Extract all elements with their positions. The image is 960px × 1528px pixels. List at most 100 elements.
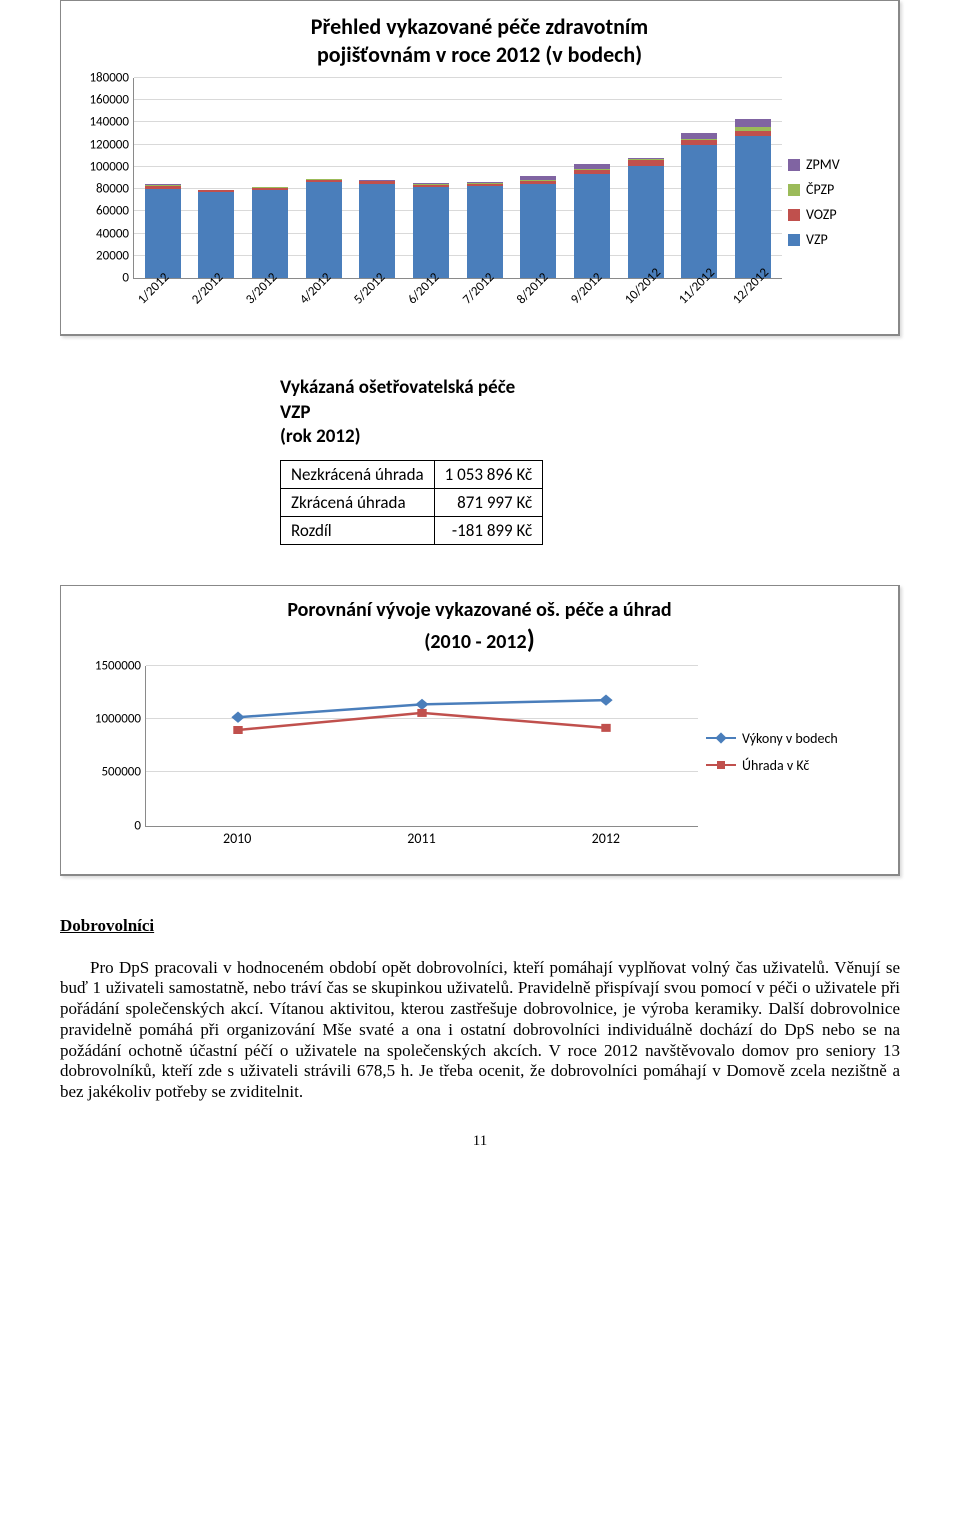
line-chart-frame: Porovnání vývoje vykazované oš. péče a ú… — [60, 585, 900, 876]
legend-item-vzp: VZP — [788, 231, 878, 248]
vzp-summary-title: Vykázaná ošetřovatelská péče VZP (rok 20… — [280, 376, 900, 450]
vzp-summary-table: Nezkrácená úhrada1 053 896 KčZkrácená úh… — [280, 460, 543, 545]
bar-segment-vzp — [574, 174, 610, 278]
bar-y-tick: 180000 — [89, 71, 129, 86]
line-x-label: 2010 — [223, 830, 251, 847]
line-marker — [601, 723, 610, 731]
bar-segment-zpmv — [735, 119, 771, 128]
bar-y-tick: 80000 — [96, 182, 129, 197]
line-legend-label: Úhrada v Kč — [742, 757, 809, 774]
bar-y-tick: 60000 — [96, 204, 129, 219]
bar — [574, 164, 610, 278]
bar — [198, 190, 234, 278]
bar-segment-vzp — [413, 187, 449, 278]
bar-segment-vzp — [467, 186, 503, 278]
bar — [735, 119, 771, 278]
line-legend-item: Úhrada v Kč — [706, 757, 876, 774]
line-y-tick: 1500000 — [95, 658, 141, 673]
bar-title-line1: Přehled vykazované péče zdravotním — [311, 13, 648, 40]
bar — [252, 187, 288, 278]
bar-segment-vzp — [681, 145, 717, 278]
bar-x-label: 8/2012 — [514, 271, 573, 330]
legend-swatch — [788, 159, 800, 171]
bar-y-tick: 100000 — [89, 159, 129, 174]
bar-x-label: 2/2012 — [189, 271, 248, 330]
line-legend-item: Výkony v bodech — [706, 730, 876, 747]
bar-x-label: 12/2012 — [730, 271, 789, 330]
line-legend-label: Výkony v bodech — [742, 730, 838, 747]
line-chart-legend: Výkony v bodech Úhrada v Kč — [698, 716, 884, 788]
table-cell: Rozdíl — [281, 517, 435, 545]
bar — [145, 184, 181, 278]
bar-chart-plot: 1800001600001400001200001000008000060000… — [75, 78, 782, 326]
line-x-label: 2012 — [592, 830, 620, 847]
legend-swatch — [788, 209, 800, 221]
body-paragraph-text: Pro DpS pracovali v hodnoceném období op… — [60, 958, 900, 1103]
bar-x-label: 5/2012 — [351, 271, 410, 330]
legend-item-čpzp: ČPZP — [788, 181, 878, 198]
bar-y-tick: 20000 — [96, 248, 129, 263]
bar-x-label: 11/2012 — [676, 271, 735, 330]
bar-segment-vzp — [306, 182, 342, 278]
table-cell: -181 899 Kč — [434, 517, 543, 545]
bar — [681, 133, 717, 278]
line-marker — [415, 698, 428, 709]
vzp-title-line2: VZP — [280, 401, 310, 424]
bar-segment-vzp — [359, 184, 395, 278]
vzp-title-line1: Vykázaná ošetřovatelská péče — [280, 376, 515, 399]
bar — [306, 179, 342, 278]
line-marker — [599, 694, 612, 705]
legend-label: VZP — [806, 231, 828, 248]
section-heading-dobrovolnici: Dobrovolníci — [60, 916, 900, 936]
line-y-tick: 1000000 — [95, 711, 141, 726]
table-row: Nezkrácená úhrada1 053 896 Kč — [281, 461, 543, 489]
legend-item-zpmv: ZPMV — [788, 156, 878, 173]
bar-y-tick: 140000 — [89, 115, 129, 130]
line-legend-swatch — [706, 758, 736, 772]
bar-segment-vzp — [628, 166, 664, 278]
bar — [413, 183, 449, 278]
bar-x-label: 3/2012 — [243, 271, 302, 330]
body-paragraph: Pro DpS pracovali v hodnoceném období op… — [60, 958, 900, 1103]
bar — [359, 180, 395, 278]
table-cell: Nezkrácená úhrada — [281, 461, 435, 489]
legend-item-vozp: VOZP — [788, 206, 878, 223]
bar-x-label: 9/2012 — [568, 271, 627, 330]
bar-x-label: 1/2012 — [135, 271, 194, 330]
bar — [467, 182, 503, 278]
bar-y-tick: 40000 — [96, 226, 129, 241]
table-row: Rozdíl-181 899 Kč — [281, 517, 543, 545]
line-legend-swatch — [706, 731, 736, 745]
bar-chart-legend: ZPMV ČPZP VOZP VZP — [782, 144, 884, 260]
bar — [628, 158, 664, 278]
page-number: 11 — [60, 1133, 900, 1150]
vzp-summary-block: Vykázaná ošetřovatelská péče VZP (rok 20… — [280, 376, 900, 545]
legend-label: VOZP — [806, 206, 837, 223]
bar-segment-vzp — [735, 136, 771, 278]
line-y-tick: 500000 — [101, 765, 141, 780]
bar-x-label: 7/2012 — [459, 271, 518, 330]
bar-segment-vzp — [145, 189, 181, 278]
line-title-line2: (2010 - 2012) — [424, 630, 535, 654]
legend-swatch — [788, 184, 800, 196]
bar-segment-vzp — [198, 192, 234, 278]
bar-y-tick: 120000 — [89, 137, 129, 152]
line-marker — [417, 708, 426, 716]
line-chart-title: Porovnání vývoje vykazované oš. péče a ú… — [75, 598, 884, 656]
line-marker — [231, 711, 244, 722]
table-cell: 1 053 896 Kč — [434, 461, 543, 489]
bar-chart-title: Přehled vykazované péče zdravotnímpojišť… — [75, 13, 884, 68]
bar-y-tick: 0 — [122, 271, 129, 286]
bar-title-line2: pojišťovnám v roce 2012 (v bodech) — [317, 41, 642, 68]
bar-segment-vzp — [252, 190, 288, 278]
legend-label: ZPMV — [806, 156, 840, 173]
table-row: Zkrácená úhrada871 997 Kč — [281, 489, 543, 517]
line-marker — [233, 726, 242, 734]
bar-x-label: 10/2012 — [622, 271, 681, 330]
bar-x-label: 4/2012 — [297, 271, 356, 330]
bar-y-tick: 160000 — [89, 93, 129, 108]
table-cell: 871 997 Kč — [434, 489, 543, 517]
bar-segment-vzp — [520, 184, 556, 278]
line-y-tick: 0 — [134, 818, 141, 833]
line-x-label: 2011 — [407, 830, 435, 847]
